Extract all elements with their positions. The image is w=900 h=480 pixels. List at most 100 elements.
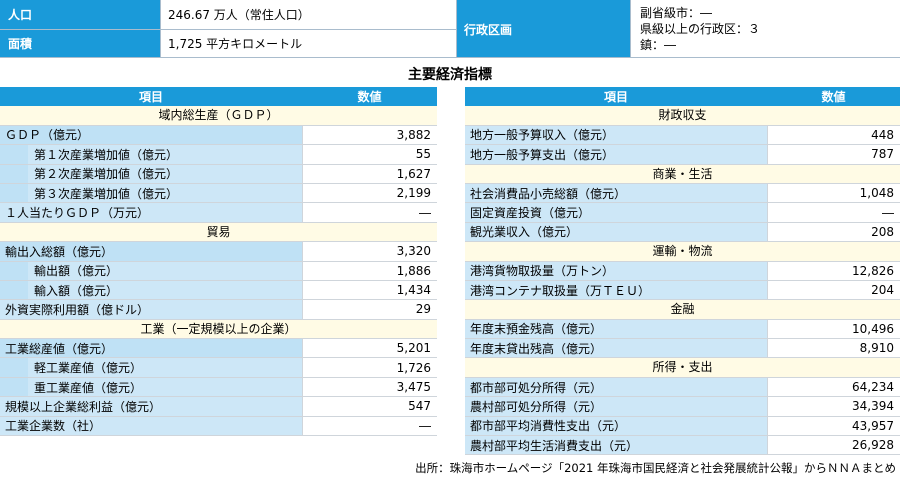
table-row: 港湾貨物取扱量（万トン） 12,826 (465, 261, 900, 281)
indent-cell (0, 261, 28, 280)
row-label: 農村部可処分所得（元） (465, 397, 767, 416)
table-row: 地方一般予算支出（億元） 787 (465, 145, 900, 165)
admin-line: 副省級市：― (640, 6, 713, 20)
row-label: 輸出入総額（億元） (0, 242, 302, 261)
table-row: 農村部平均生活消費支出（元） 26,928 (465, 436, 900, 456)
divider (630, 0, 631, 58)
row-label: 地方一般予算支出（億元） (465, 145, 767, 164)
row-label: 社会消費品小売総額（億元） (465, 183, 767, 203)
table-row: 都市部平均消費性支出（元） 43,957 (465, 416, 900, 437)
row-label: 港湾コンテナ取扱量（万ＴＥＵ） (465, 280, 767, 300)
row-label: 港湾貨物取扱量（万トン） (465, 261, 767, 280)
table-header: 項目 数値 (465, 87, 900, 107)
right-indicator-table: 項目 数値 財政収支 地方一般予算収入（億元） 448 地方一般予算支出（億元） 787 商業… (465, 87, 900, 456)
table-row: 規模以上企業総利益（億元） 547 (0, 397, 437, 417)
area-label: 面積 (0, 29, 160, 58)
row-value: 448 (767, 125, 900, 145)
row-label: 軽工業産値（億元） (28, 358, 302, 377)
header-value: 数値 (821, 90, 846, 105)
header-item: 項目 (138, 90, 163, 105)
row-label: 第１次産業増加値（億元） (28, 145, 302, 164)
row-value: 1,048 (767, 183, 900, 203)
indent-cell (0, 358, 28, 377)
table-row: 農村部可処分所得（元） 34,394 (465, 397, 900, 417)
row-value: 3,320 (302, 242, 437, 261)
row-value: ― (302, 203, 437, 222)
row-value: 64,234 (767, 377, 900, 397)
population-value: 246.67 万人（常住人口） (160, 0, 456, 29)
table-row: 輸出入総額（億元） 3,320 (0, 242, 437, 262)
divider (0, 57, 900, 58)
admin-line: 鎮：― (640, 38, 677, 52)
area-value: 1,725 平方キロメートル (160, 29, 456, 58)
row-value: 787 (767, 145, 900, 164)
row-label: 農村部平均生活消費支出（元） (465, 436, 767, 455)
left-indicator-table: 項目 数値 域内総生産（ＧＤＰ） ＧＤＰ（億元） 3,882 第１次産業増加値（億元） 55… (0, 87, 437, 437)
table-row: １人当たりＧＤＰ（万元） ― (0, 203, 437, 223)
table-row: 都市部可処分所得（元） 64,234 (465, 377, 900, 398)
row-value: 547 (302, 397, 437, 416)
table-row: 輸出額（億元） 1,886 (0, 261, 437, 281)
row-label: 規模以上企業総利益（億元） (0, 397, 302, 416)
row-label: 輸出額（億元） (28, 261, 302, 280)
table-row: 年度末貸出残高（億元） 8,910 (465, 339, 900, 359)
row-value: 3,475 (302, 377, 437, 397)
row-value: ― (302, 416, 437, 436)
section-header: 域内総生産（ＧＤＰ） (0, 106, 437, 126)
section-header: 財政収支 (465, 106, 900, 126)
table-row: 第１次産業増加値（億元） 55 (0, 145, 437, 165)
section-header: 所得・支出 (465, 358, 900, 378)
row-label: 第３次産業増加値（億元） (28, 183, 302, 203)
row-label: 年度末貸出残高（億元） (465, 339, 767, 358)
row-label: 年度末預金残高（億元） (465, 319, 767, 339)
table-row: 地方一般予算収入（億元） 448 (465, 125, 900, 146)
row-value: 8,910 (767, 339, 900, 358)
admin-label: 行政区画 (456, 0, 630, 58)
header-item: 項目 (603, 90, 628, 105)
table-row: 年度末預金残高（億元） 10,496 (465, 319, 900, 340)
source-note: 出所：珠海市ホームページ「2021 年珠海市国民経済と社会発展統計公報」からＮＮ… (415, 461, 896, 475)
row-label: 都市部可処分所得（元） (465, 377, 767, 397)
section-header: 運輸・物流 (465, 242, 900, 262)
indent-cell (0, 164, 28, 183)
row-label: 固定資産投資（億元） (465, 203, 767, 222)
row-value: 55 (302, 145, 437, 164)
table-row: 工業企業数（社） ― (0, 416, 437, 437)
row-value: 3,882 (302, 125, 437, 145)
table-row: 第３次産業増加値（億元） 2,199 (0, 183, 437, 204)
row-value: 204 (767, 280, 900, 300)
row-label: 重工業産値（億元） (28, 377, 302, 397)
table-header: 項目 数値 (0, 87, 437, 107)
table-row: 重工業産値（億元） 3,475 (0, 377, 437, 398)
table-row: ＧＤＰ（億元） 3,882 (0, 125, 437, 146)
section-header: 工業（一定規模以上の企業） (0, 319, 437, 340)
section-header: 金融 (465, 300, 900, 320)
admin-line: 県級以上の行政区：３ (640, 22, 761, 36)
row-label: 第２次産業増加値（億元） (28, 164, 302, 183)
row-label: 観光業収入（億元） (465, 222, 767, 242)
divider (456, 0, 457, 58)
row-label: 外資実際利用額（億ドル） (0, 300, 302, 319)
row-label: 都市部平均消費性支出（元） (465, 416, 767, 436)
divider (0, 29, 456, 30)
row-value: 1,726 (302, 358, 437, 377)
row-label: ＧＤＰ（億元） (0, 125, 302, 145)
indent-cell (0, 377, 28, 397)
row-value: 2,199 (302, 183, 437, 203)
header-value: 数値 (357, 90, 382, 105)
table-row: 輸入額（億元） 1,434 (0, 280, 437, 301)
row-value: 1,627 (302, 164, 437, 183)
section-header: 商業・生活 (465, 164, 900, 184)
table-row: 軽工業産値（億元） 1,726 (0, 358, 437, 378)
row-value: ― (767, 203, 900, 222)
row-value: 43,957 (767, 416, 900, 436)
row-value: 10,496 (767, 319, 900, 339)
row-value: 26,928 (767, 436, 900, 455)
table-row: 港湾コンテナ取扱量（万ＴＥＵ） 204 (465, 280, 900, 301)
row-label: １人当たりＧＤＰ（万元） (0, 203, 302, 222)
row-value: 34,394 (767, 397, 900, 416)
table-title: 主要経済指標 (408, 67, 492, 83)
row-value: 208 (767, 222, 900, 242)
table-row: 外資実際利用額（億ドル） 29 (0, 300, 437, 320)
info-panel: 人口 246.67 万人（常住人口） 面積 1,725 平方キロメートル 行政区… (0, 0, 900, 58)
